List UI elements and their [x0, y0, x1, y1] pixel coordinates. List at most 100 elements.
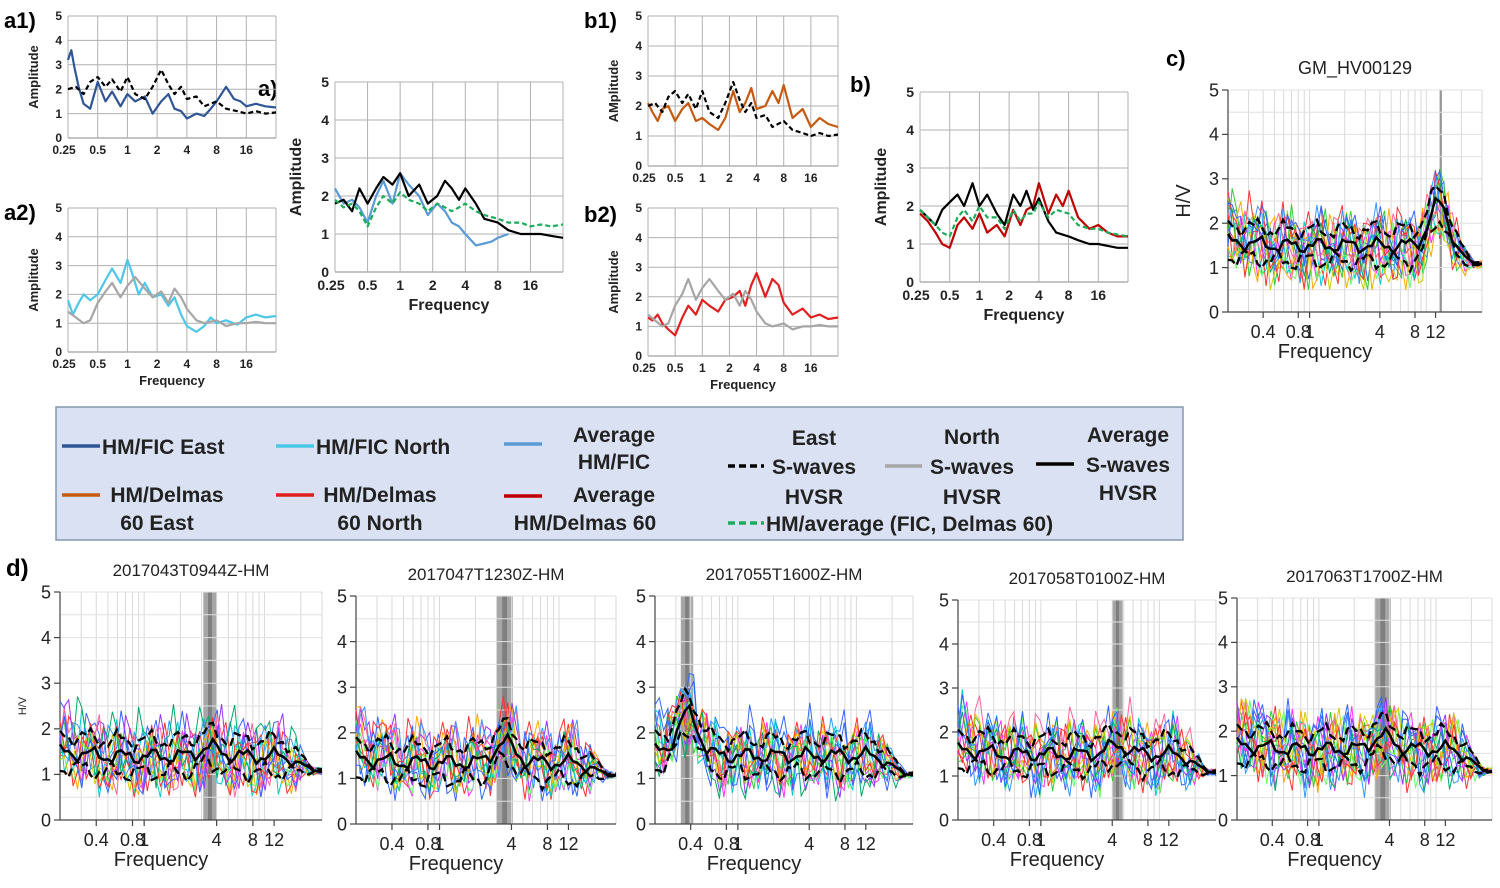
window-curve	[59, 708, 323, 798]
y-tick-label: 5	[1209, 80, 1219, 100]
window-curve	[957, 719, 1217, 799]
panel-label-b2: b2)	[584, 202, 617, 227]
series-line	[919, 182, 1128, 249]
chart-title: GM_HV00129	[1298, 58, 1412, 79]
y-tick-label: 5	[635, 201, 642, 215]
x-tick-label: 0.5	[940, 287, 960, 303]
y-tick-label: 1	[906, 236, 914, 252]
x-tick-label: 2	[726, 171, 733, 185]
y-axis-label: Amplitude	[26, 248, 41, 312]
x-tick-label: 0.25	[317, 277, 344, 293]
y-tick-label: 4	[636, 632, 646, 652]
x-tick-label: 4	[506, 834, 516, 854]
std-upper-curve	[1236, 710, 1493, 772]
y-tick-label: 5	[636, 586, 646, 606]
panel-label-b: b)	[850, 72, 871, 97]
x-tick-label: 0.4	[1251, 322, 1276, 342]
y-tick-label: 4	[939, 634, 949, 654]
y-axis-label: Amplitude	[288, 138, 305, 216]
x-tick-label: 4	[753, 171, 760, 185]
y-tick-label: 2	[55, 288, 62, 302]
x-tick-label: 12	[558, 834, 578, 854]
x-tick-label: 0.8	[1295, 830, 1320, 850]
y-tick-label: 3	[939, 678, 949, 698]
x-tick-label: 8	[1143, 830, 1153, 850]
x-tick-label: 1	[699, 171, 706, 185]
y-axis-label: Amplitude	[873, 148, 890, 226]
window-curve	[355, 720, 617, 802]
y-tick-label: 3	[636, 678, 646, 698]
y-tick-label: 3	[635, 69, 642, 83]
y-tick-label: 5	[321, 74, 329, 90]
y-tick-label: 0	[1218, 810, 1228, 830]
panel-label-a2: a2)	[4, 200, 36, 225]
y-tick-label: 0	[55, 131, 62, 145]
window-curve	[1236, 696, 1493, 789]
panel-label-d: d)	[6, 555, 29, 582]
y-tick-label: 0	[55, 345, 62, 359]
y-tick-label: 5	[635, 9, 642, 23]
window-curve	[1236, 701, 1493, 792]
series-line	[647, 83, 839, 132]
x-tick-label: 1	[124, 143, 131, 157]
window-curve	[59, 716, 323, 798]
window-curve	[957, 714, 1217, 785]
y-tick-label: 3	[337, 678, 347, 698]
x-tick-label: 4	[184, 143, 191, 157]
x-tick-label: 16	[804, 171, 818, 185]
y-tick-label: 1	[1209, 258, 1219, 278]
y-tick-label: 0	[321, 264, 329, 280]
x-tick-label: 4	[1384, 830, 1394, 850]
legend-label-delmas-north-1: HM/Delmas	[323, 484, 436, 507]
y-tick-label: 3	[55, 259, 62, 273]
window-curve	[59, 709, 323, 798]
legend-label-delmas-east-2: 60 East	[120, 512, 194, 535]
y-tick-label: 2	[1209, 214, 1219, 234]
mean-curve	[1235, 725, 1493, 773]
y-tick-label: 3	[41, 674, 51, 694]
y-tick-label: 1	[41, 765, 51, 785]
std-upper-curve	[957, 722, 1217, 773]
mean-curve	[354, 732, 617, 777]
legend-label-hm-average: HM/average (FIC, Delmas 60)	[766, 513, 1053, 536]
y-tick-label: 2	[321, 188, 329, 204]
std-lower-curve	[1236, 742, 1493, 779]
panel-label-a: a)	[258, 76, 278, 101]
x-tick-label: 16	[804, 361, 818, 375]
chart-b: 0 1 2 3 4 5 0.25 0.5 1 2 4 8 16 Amplitude Frequency	[873, 84, 1129, 324]
series-line	[647, 80, 839, 138]
y-tick-label: 1	[635, 320, 642, 334]
x-tick-label: 1	[396, 277, 404, 293]
x-tick-label: 8	[1410, 322, 1420, 342]
y-tick-label: 3	[321, 150, 329, 166]
x-tick-label: 16	[240, 357, 254, 371]
y-tick-label: 2	[55, 82, 62, 96]
x-tick-label: 8	[542, 834, 552, 854]
x-axis-label: Frequency	[409, 853, 504, 875]
y-tick-label: 0	[41, 810, 51, 830]
x-tick-label: 8	[1420, 830, 1430, 850]
legend-label-sw-avg-3: HVSR	[1099, 482, 1157, 505]
x-axis-label: Frequency	[710, 377, 777, 392]
window-curve	[355, 722, 617, 798]
window-curve	[654, 712, 914, 798]
y-tick-label: 0	[636, 814, 646, 834]
legend: HM/FIC East HM/FIC North Average HM/FIC …	[55, 406, 1184, 541]
x-tick-label: 0.8	[714, 834, 739, 854]
legend-box	[55, 406, 1184, 541]
x-tick-label: 8	[840, 834, 850, 854]
y-tick-label: 5	[1218, 588, 1228, 608]
x-tick-label: 0.25	[632, 361, 656, 375]
x-tick-label: 0.25	[902, 287, 929, 303]
x-axis-label: Frequency	[1010, 849, 1105, 871]
legend-label-sw-east-3: HVSR	[785, 486, 843, 509]
y-axis-label: Amplitude	[606, 250, 621, 314]
x-tick-label: 0.5	[667, 171, 684, 185]
legend-label-delmas-east-1: HM/Delmas	[110, 484, 223, 507]
y-tick-label: 3	[1209, 169, 1219, 189]
x-tick-label: 0.8	[1286, 322, 1311, 342]
